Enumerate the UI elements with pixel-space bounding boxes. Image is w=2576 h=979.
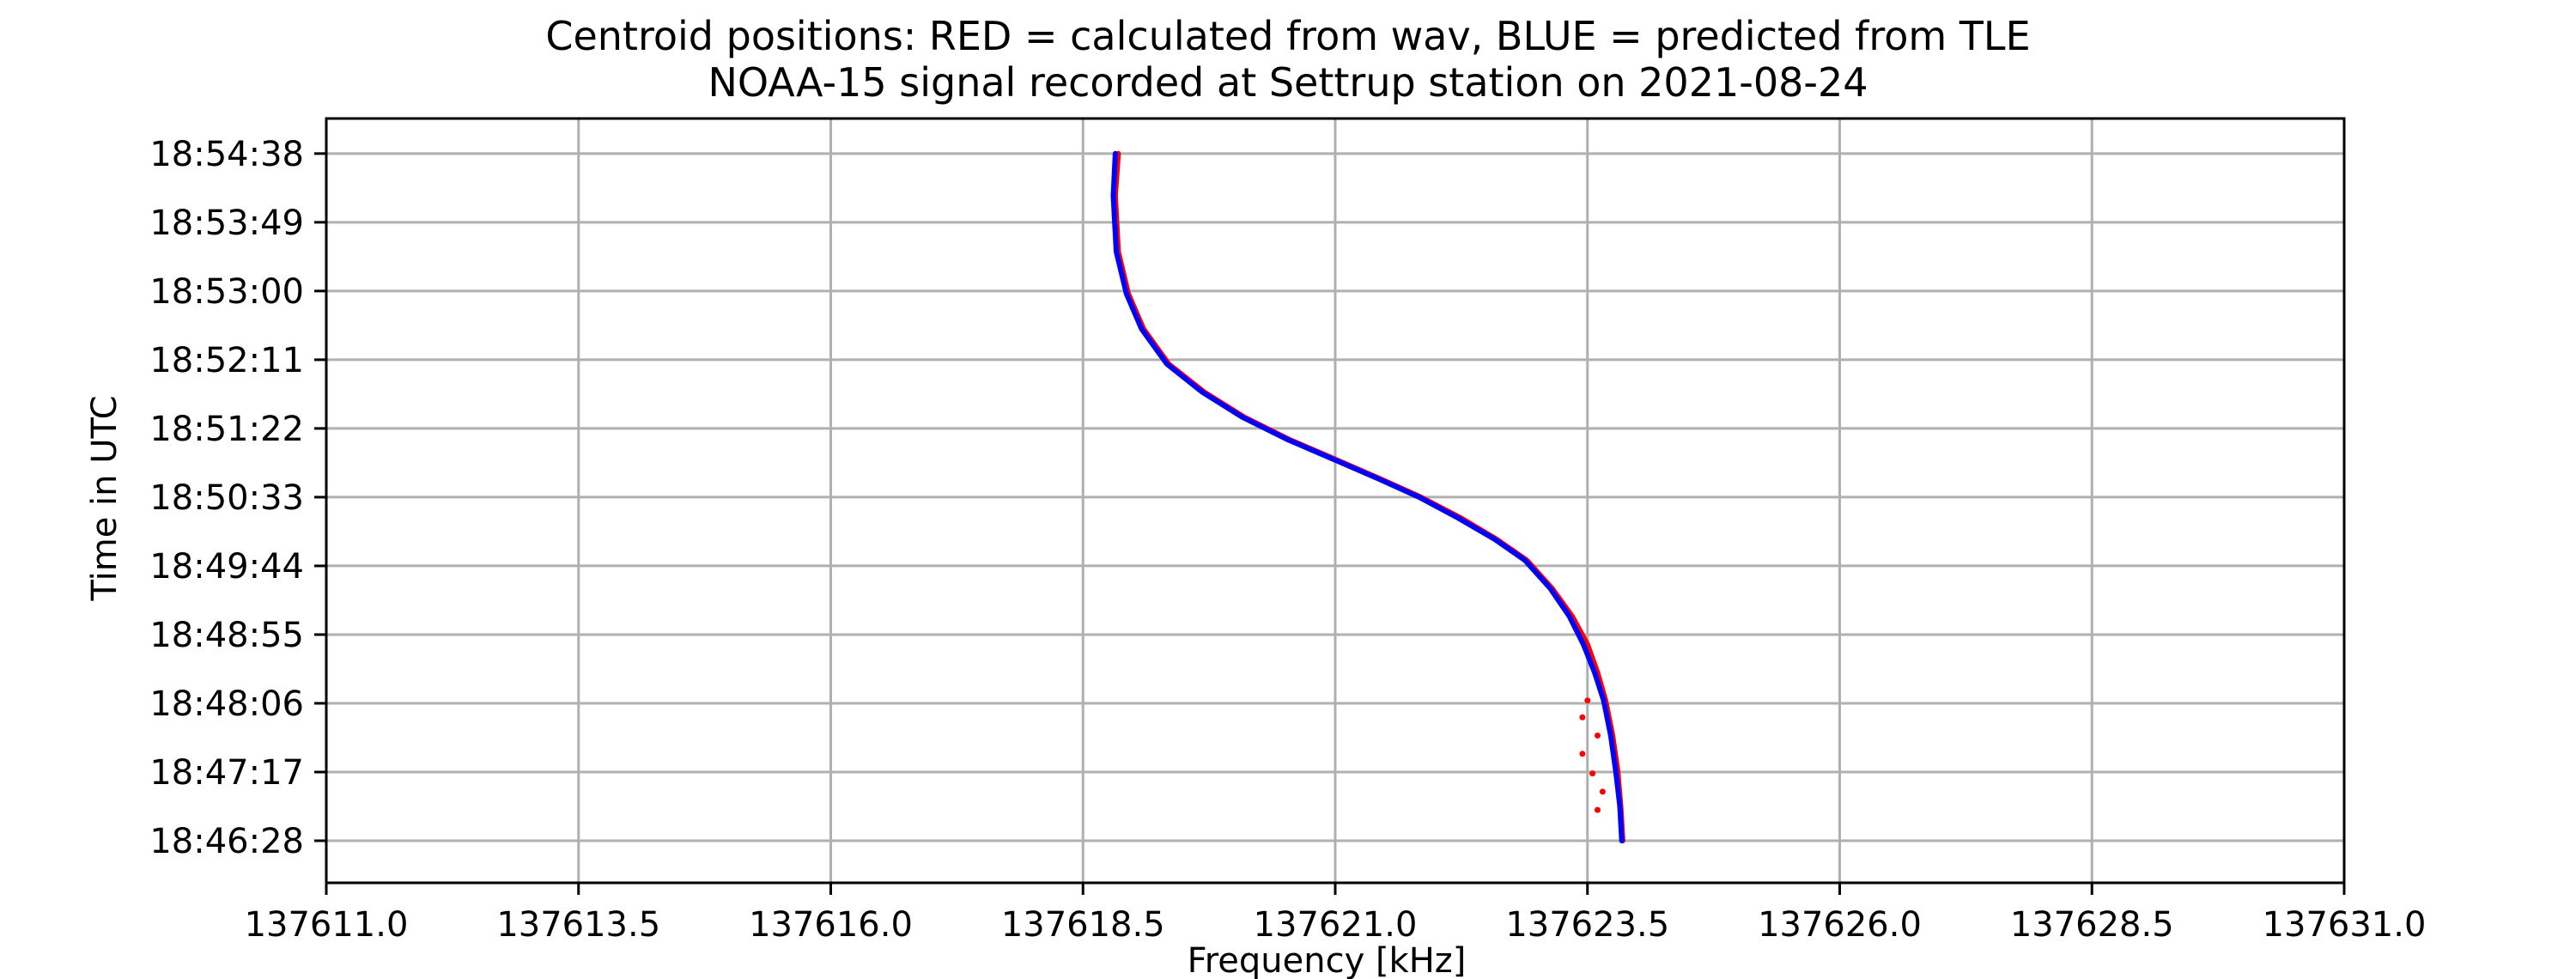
series-blue-point — [1619, 838, 1625, 843]
series-blue-point — [1592, 670, 1597, 675]
series-blue-point — [1139, 326, 1144, 331]
y-tick-label: 18:50:33 — [149, 478, 304, 518]
x-tick-label: 137611.0 — [245, 905, 409, 945]
series-red-point — [1589, 770, 1596, 777]
y-tick-label: 18:54:38 — [149, 135, 304, 174]
series-blue-point — [1613, 768, 1619, 773]
series-blue-point — [1617, 803, 1622, 808]
series-blue-point — [1240, 415, 1245, 420]
y-tick-label: 18:48:06 — [149, 684, 304, 724]
x-tick-label: 137618.5 — [1001, 905, 1165, 945]
series-blue-point — [1417, 495, 1421, 500]
series-blue-point — [1601, 698, 1607, 703]
series-red-point — [1595, 806, 1601, 813]
series-blue-point — [1581, 642, 1586, 647]
series-blue-point — [1492, 537, 1498, 542]
series-blue-point — [1164, 362, 1170, 367]
series-blue-line — [1110, 150, 1625, 843]
series-blue-point — [1114, 249, 1119, 254]
series-red-point — [1579, 714, 1586, 721]
x-tick-label: 137628.5 — [2010, 905, 2174, 945]
y-tick-label: 18:53:00 — [149, 272, 304, 312]
x-tick-label: 137626.0 — [1758, 905, 1922, 945]
series-blue — [1110, 150, 1625, 843]
x-tick-label: 137621.0 — [1254, 905, 1418, 945]
chart-title-line1: Centroid positions: RED = calculated fro… — [545, 13, 2030, 59]
x-axis-label: Frequency [kHz] — [1188, 941, 1467, 979]
series-red-point — [1584, 697, 1591, 704]
series-blue-point — [1455, 515, 1461, 520]
series-blue-point — [1331, 457, 1336, 462]
y-tick-label: 18:51:22 — [149, 410, 304, 449]
series-blue-point — [1124, 291, 1129, 296]
series-blue-point — [1200, 389, 1205, 394]
series-blue-point — [1113, 151, 1118, 156]
x-tick-label: 137616.0 — [749, 905, 913, 945]
y-tick-label: 18:47:17 — [149, 753, 304, 793]
y-tick-label: 18:52:11 — [149, 341, 304, 380]
series-blue-point — [1285, 437, 1291, 442]
series-red-point — [1579, 751, 1586, 757]
x-tick-label: 137613.5 — [496, 905, 660, 945]
series-blue-point — [1111, 193, 1115, 198]
series-blue-point — [1376, 477, 1381, 482]
y-axis-label: Time in UTC — [85, 395, 125, 601]
series-red-point — [1599, 788, 1606, 795]
y-tick-label: 18:49:44 — [149, 547, 304, 587]
chart-title-line2: NOAA-15 signal recorded at Settrup stati… — [708, 59, 1868, 106]
x-tick-label: 137631.0 — [2263, 905, 2427, 945]
y-tick-label: 18:53:49 — [149, 204, 304, 243]
series-blue-point — [1608, 733, 1613, 738]
series-red-point — [1595, 733, 1601, 739]
x-tick-label: 137623.5 — [1505, 905, 1669, 945]
y-tick-label: 18:46:28 — [149, 822, 304, 861]
series-blue-point — [1547, 586, 1552, 591]
data-series — [1110, 150, 1625, 843]
axes: 137611.0 137613.5 137616.0 137618.5 137621.0… — [149, 135, 2426, 945]
series-blue-point — [1567, 614, 1572, 619]
grid-lines — [325, 119, 2346, 883]
series-blue-point — [1522, 557, 1528, 562]
y-tick-label: 18:48:55 — [149, 616, 304, 655]
